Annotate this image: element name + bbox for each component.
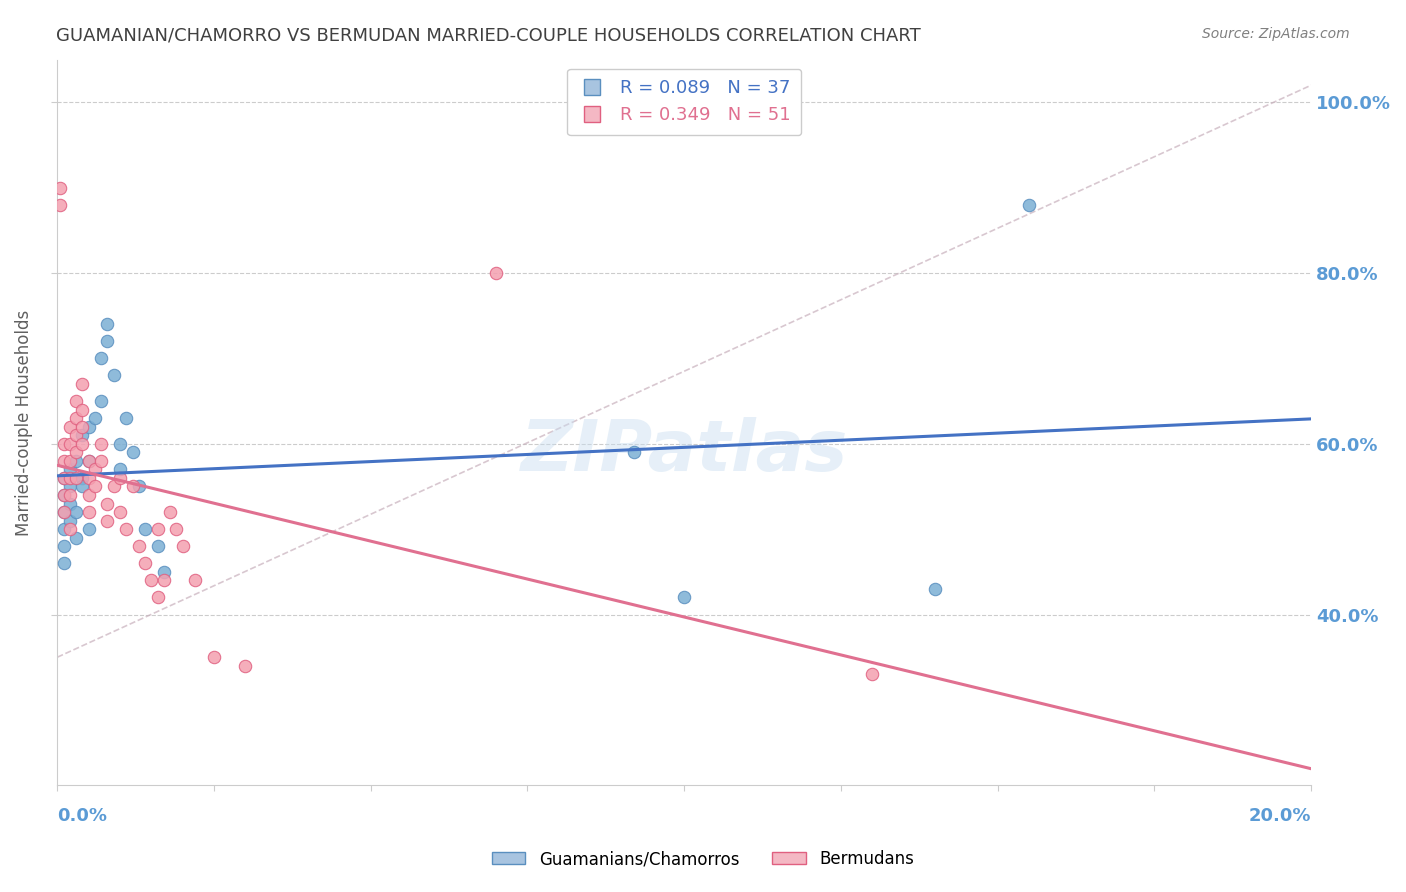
Point [59,497,82,511]
Point [96,334,118,349]
Point [77,454,100,468]
Point [59,522,82,536]
Point [108,462,131,476]
Legend: R = 0.089   N = 37, R = 0.349   N = 51: R = 0.089 N = 37, R = 0.349 N = 51 [567,69,801,136]
Point [134,522,156,536]
Point [202,650,225,665]
Point [84,462,107,476]
Text: ZIPatlas: ZIPatlas [520,417,848,486]
Point [77,505,100,519]
Point [146,539,169,553]
Point [146,591,169,605]
Legend: Guamanians/Chamorros, Bermudans: Guamanians/Chamorros, Bermudans [485,844,921,875]
Point [96,514,118,528]
Point [52,471,75,485]
Point [72,402,94,417]
Point [59,462,82,476]
Point [52,471,75,485]
Point [90,351,112,366]
Point [172,539,194,553]
Point [72,419,94,434]
Point [141,574,163,588]
Point [153,565,176,579]
Point [184,574,207,588]
Point [52,505,75,519]
Point [65,505,87,519]
Point [65,454,87,468]
Point [59,437,82,451]
Point [65,428,87,442]
Text: Source: ZipAtlas.com: Source: ZipAtlas.com [1202,27,1350,41]
Point [49,180,72,194]
Point [65,411,87,425]
Text: 0.0%: 0.0% [58,806,107,824]
Point [146,522,169,536]
Point [485,266,508,280]
Y-axis label: Married-couple Households: Married-couple Households [15,310,32,535]
Point [77,471,100,485]
Point [72,377,94,392]
Point [59,419,82,434]
Point [128,539,150,553]
Point [77,454,100,468]
Point [59,454,82,468]
Point [52,505,75,519]
Point [115,411,138,425]
Point [159,505,181,519]
Point [52,488,75,502]
Point [59,488,82,502]
Text: 20.0%: 20.0% [1249,806,1312,824]
Point [623,445,645,459]
Point [673,591,696,605]
Point [52,557,75,571]
Point [153,574,176,588]
Point [96,318,118,332]
Point [65,471,87,485]
Point [52,539,75,553]
Point [134,557,156,571]
Point [59,471,82,485]
Point [77,419,100,434]
Point [96,497,118,511]
Point [90,454,112,468]
Point [52,488,75,502]
Point [59,479,82,493]
Text: GUAMANIAN/CHAMORRO VS BERMUDAN MARRIED-COUPLE HOUSEHOLDS CORRELATION CHART: GUAMANIAN/CHAMORRO VS BERMUDAN MARRIED-C… [56,27,921,45]
Point [90,394,112,409]
Point [84,479,107,493]
Point [65,394,87,409]
Point [72,428,94,442]
Point [77,488,100,502]
Point [84,411,107,425]
Point [65,531,87,545]
Point [924,582,946,596]
Point [65,445,87,459]
Point [52,522,75,536]
Point [860,667,883,681]
Point [49,198,72,212]
Point [77,522,100,536]
Point [103,368,125,383]
Point [108,505,131,519]
Point [72,479,94,493]
Point [121,479,143,493]
Point [72,471,94,485]
Point [108,437,131,451]
Point [52,454,75,468]
Point [128,479,150,493]
Point [235,658,257,673]
Point [103,479,125,493]
Point [108,471,131,485]
Point [72,437,94,451]
Point [121,445,143,459]
Point [1018,198,1040,212]
Point [115,522,138,536]
Point [165,522,187,536]
Point [59,514,82,528]
Point [52,437,75,451]
Point [90,437,112,451]
